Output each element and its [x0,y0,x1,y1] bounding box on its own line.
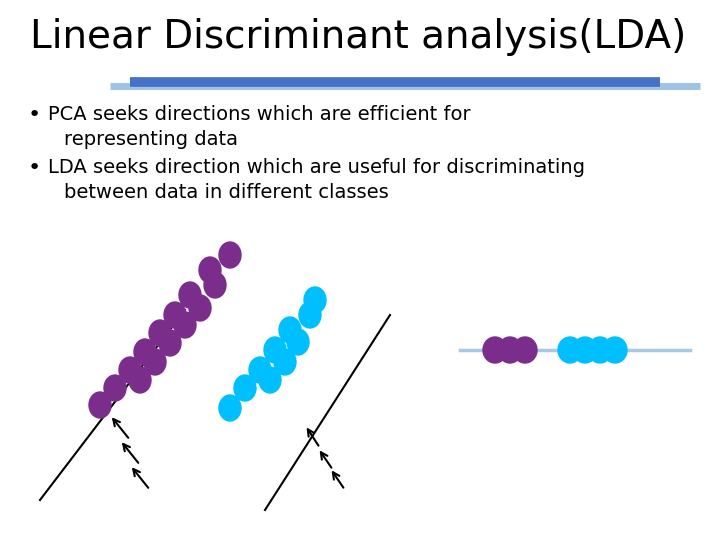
Ellipse shape [558,337,582,363]
Ellipse shape [287,329,309,355]
Ellipse shape [483,337,507,363]
Ellipse shape [573,337,597,363]
Ellipse shape [144,349,166,375]
Ellipse shape [199,257,221,283]
Ellipse shape [299,302,321,328]
Ellipse shape [119,357,141,383]
Ellipse shape [129,367,151,393]
Ellipse shape [513,337,537,363]
Ellipse shape [219,242,241,268]
Text: representing data: representing data [64,130,238,149]
Text: Linear Discriminant analysis(LDA): Linear Discriminant analysis(LDA) [30,18,686,56]
Ellipse shape [174,312,196,338]
Ellipse shape [204,272,226,298]
Ellipse shape [179,282,201,308]
Text: •: • [28,158,41,178]
Text: •: • [28,105,41,125]
Ellipse shape [134,339,156,365]
Text: LDA seeks direction which are useful for discriminating: LDA seeks direction which are useful for… [48,158,585,177]
Ellipse shape [588,337,612,363]
Ellipse shape [274,349,296,375]
Ellipse shape [159,330,181,356]
Ellipse shape [249,357,271,383]
Ellipse shape [104,375,126,401]
Text: between data in different classes: between data in different classes [64,183,389,202]
Ellipse shape [89,392,111,418]
Ellipse shape [264,337,286,363]
Ellipse shape [164,302,186,328]
Ellipse shape [234,375,256,401]
Ellipse shape [498,337,522,363]
Ellipse shape [189,295,211,321]
Ellipse shape [603,337,627,363]
Ellipse shape [219,395,241,421]
Ellipse shape [304,287,326,313]
Ellipse shape [279,317,301,343]
Ellipse shape [149,320,171,346]
Text: PCA seeks directions which are efficient for: PCA seeks directions which are efficient… [48,105,471,124]
Ellipse shape [259,367,281,393]
